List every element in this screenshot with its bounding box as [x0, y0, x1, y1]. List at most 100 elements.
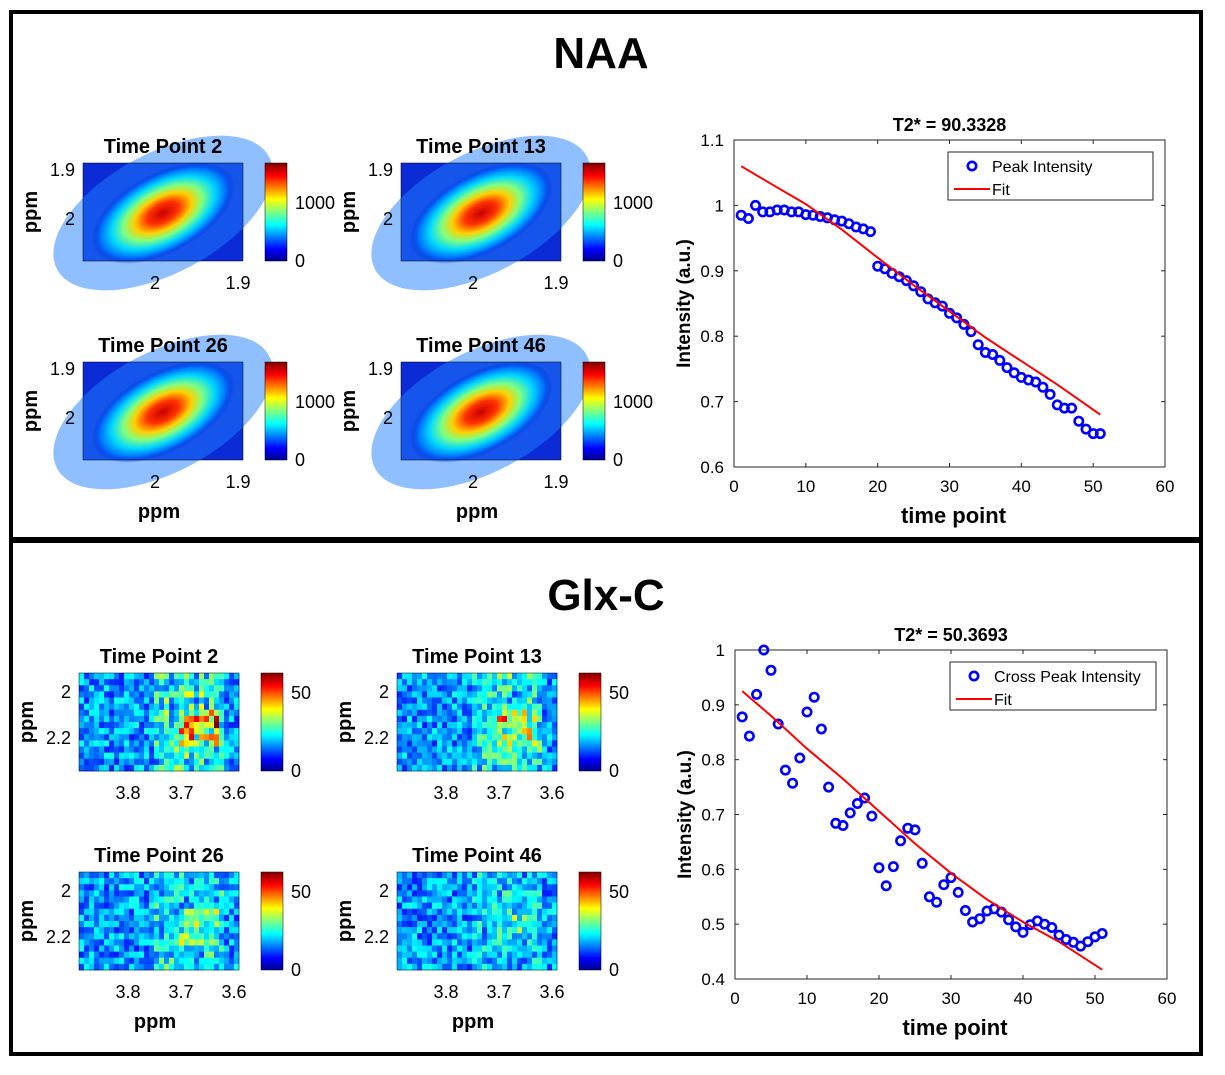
heatmap-cell [124, 933, 130, 940]
heatmap-cell [99, 896, 105, 903]
heatmap-cell [104, 927, 110, 934]
heatmap-cell [184, 921, 190, 928]
heatmap-cell [437, 734, 443, 741]
heatmap-cell [477, 734, 483, 741]
x-tick-label: 60 [1158, 989, 1177, 1008]
heatmap-cell [462, 715, 468, 723]
heatmap-cell [154, 764, 160, 772]
heatmap-cell [487, 728, 493, 735]
heatmap-xtick: 1.9 [543, 472, 568, 492]
heatmap-cell [417, 884, 423, 891]
heatmap-cell [467, 957, 473, 965]
heatmap-cell [532, 884, 538, 891]
heatmap-cell [154, 697, 160, 704]
heatmap-cell [447, 722, 453, 729]
heatmap-cell [442, 872, 448, 879]
heatmap-cell [214, 908, 220, 916]
heatmap-cell [219, 927, 225, 934]
heatmap-cell [129, 908, 135, 916]
heatmap-cell [512, 872, 518, 879]
heatmap-cell [482, 963, 488, 971]
heatmap-cell [527, 764, 533, 772]
heatmap-cell [89, 673, 95, 680]
heatmap-cell [234, 752, 240, 760]
heatmap-cell [457, 908, 463, 916]
heatmap-cell [154, 902, 160, 910]
heatmap-cell [397, 872, 403, 879]
heatmap-cell [129, 896, 135, 903]
heatmap-cell [422, 890, 428, 897]
heatmap-cell [114, 945, 120, 952]
heatmap-cell [179, 734, 185, 741]
heatmap-cell [119, 740, 125, 747]
heatmap-cell [79, 679, 85, 686]
heatmap-cell [139, 872, 145, 879]
heatmap-cell [114, 890, 120, 897]
heatmap-cell [119, 890, 125, 897]
heatmap-cell [209, 764, 215, 772]
heatmap-cell [104, 951, 110, 959]
heatmap-cell [507, 764, 513, 772]
heatmap-cell [407, 734, 413, 741]
heatmap-cell [134, 896, 140, 903]
heatmap-cell [407, 872, 413, 879]
heatmap-cell [412, 703, 418, 711]
heatmap-cell [204, 673, 210, 680]
heatmap-cell [502, 764, 508, 772]
heatmap-cell [527, 927, 533, 934]
heatmap-cell [169, 951, 175, 959]
heatmap-cell [174, 709, 180, 717]
heatmap-cell [214, 764, 220, 772]
heatmap-cell [199, 884, 205, 891]
heatmap-cell [532, 728, 538, 735]
heatmap-ylabel: ppm [20, 390, 42, 432]
heatmap-cell [79, 722, 85, 729]
heatmap-cell [164, 957, 170, 965]
heatmap-cell [552, 878, 558, 885]
heatmap-ylabel: ppm [16, 900, 38, 942]
heatmap-cell [199, 752, 205, 760]
heatmap-cell [487, 758, 493, 766]
colorbar-tick: 0 [609, 960, 619, 980]
heatmap-cell [169, 902, 175, 910]
heatmap-cell [462, 679, 468, 686]
heatmap-cell [417, 963, 423, 971]
heatmap-cell [537, 896, 543, 903]
heatmap-cell [104, 703, 110, 711]
heatmap-cell [219, 703, 225, 711]
heatmap-cell [79, 715, 85, 723]
heatmap-cell [482, 685, 488, 692]
heatmap-cell [94, 878, 100, 885]
heatmap-cell [527, 685, 533, 692]
heatmap-cell [89, 933, 95, 940]
heatmap-cell [114, 709, 120, 717]
y-tick-label: 0.6 [700, 458, 724, 477]
heatmap-cell [402, 709, 408, 717]
heatmap-cell [542, 703, 548, 711]
heatmap-cell [139, 697, 145, 704]
heatmap-cell [179, 939, 185, 946]
heatmap-cell [169, 921, 175, 928]
heatmap-cell [527, 933, 533, 940]
heatmap-cell [124, 884, 130, 891]
heatmap-cell [189, 908, 195, 916]
heatmap-cell [94, 908, 100, 916]
data-point [736, 711, 748, 723]
heatmap-cell [234, 890, 240, 897]
heatmap-cell [224, 951, 230, 959]
heatmap-cell [144, 945, 150, 952]
heatmap-cell [194, 927, 200, 934]
heatmap-cell [482, 914, 488, 922]
heatmap-xlabel: ppm [138, 501, 180, 523]
heatmap-cell [134, 697, 140, 704]
heatmap-cell [219, 679, 225, 686]
heatmap-cell [457, 679, 463, 686]
heatmap-cell [209, 939, 215, 946]
heatmap-cell [527, 758, 533, 766]
heatmap-cell [154, 758, 160, 766]
heatmap-cell [224, 703, 230, 711]
heatmap-cell [179, 927, 185, 934]
heatmap-cell [492, 872, 498, 879]
heatmap-cell [522, 878, 528, 885]
